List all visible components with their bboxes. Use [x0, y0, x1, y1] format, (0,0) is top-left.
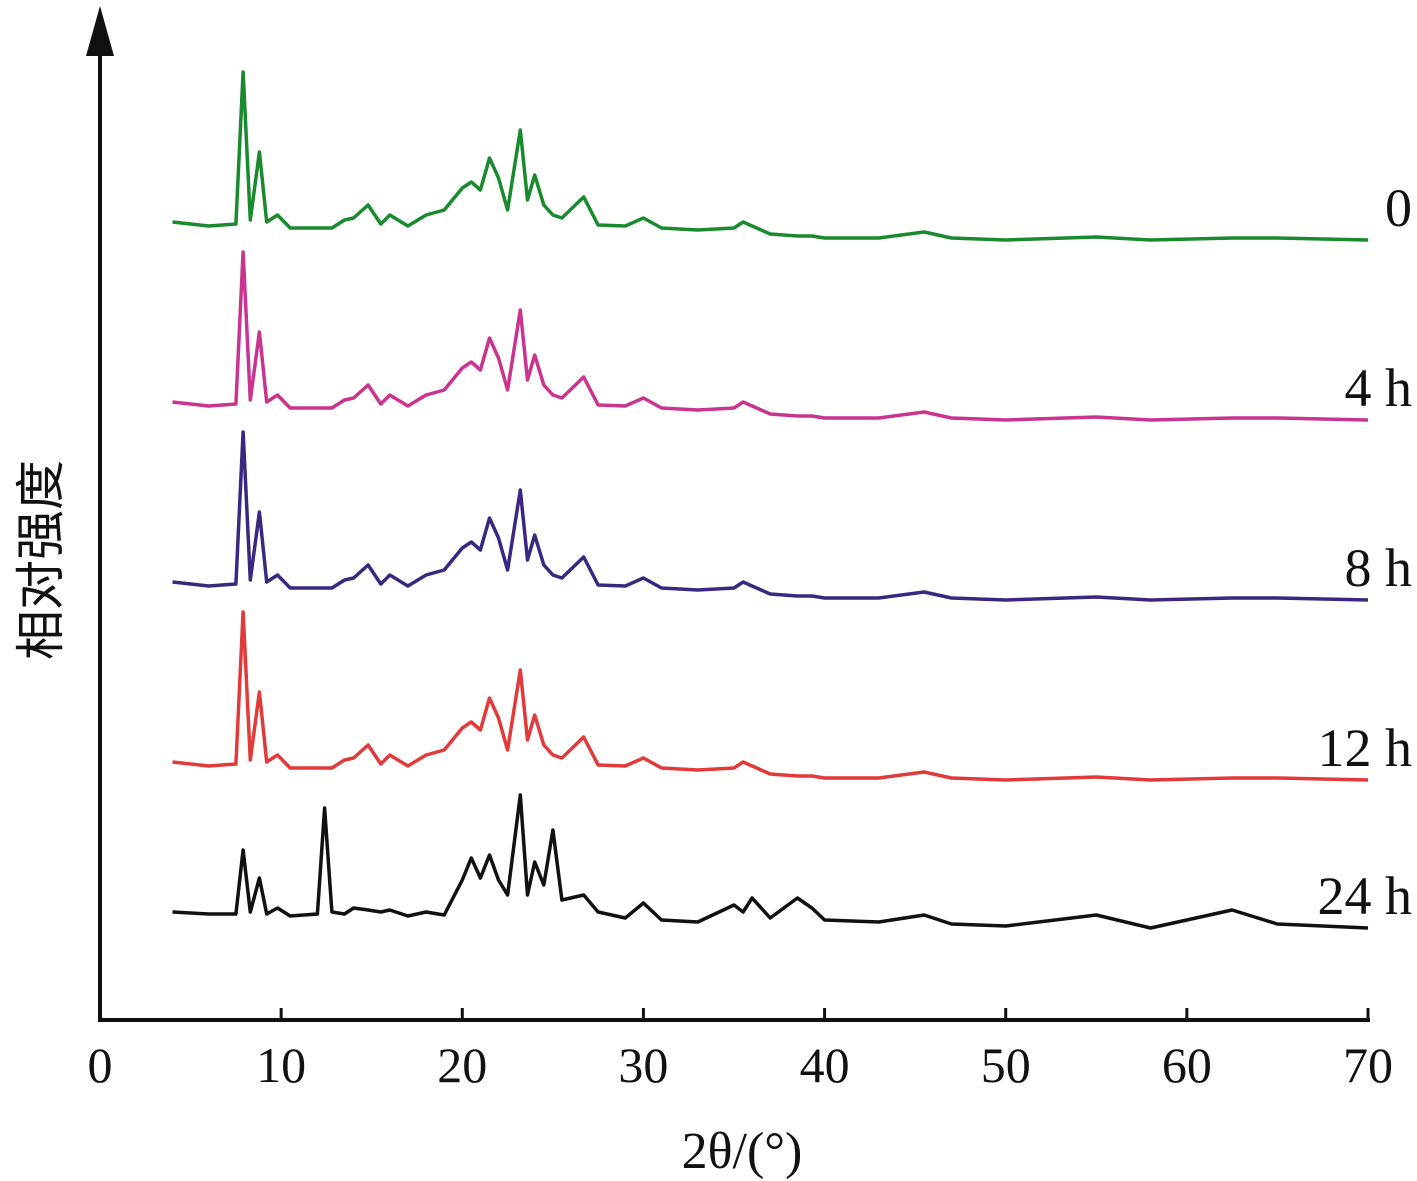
x-tick-label: 70 — [1343, 1037, 1393, 1093]
x-tick-label: 40 — [800, 1037, 850, 1093]
x-tick-label: 60 — [1162, 1037, 1212, 1093]
x-tick-label: 50 — [981, 1037, 1031, 1093]
series-line — [172, 70, 1369, 242]
x-tick-label: 30 — [618, 1037, 668, 1093]
series-label: 24 h — [1318, 866, 1413, 926]
series-line — [172, 250, 1369, 422]
x-axis-title: 2θ/(°) — [682, 1123, 803, 1180]
series-line — [172, 430, 1369, 602]
series-label: 8 h — [1345, 538, 1413, 598]
y-axis-title: 相对强度 — [13, 460, 69, 660]
series-label: 4 h — [1345, 358, 1413, 418]
series-label: 12 h — [1318, 718, 1413, 778]
x-tick-label: 10 — [256, 1037, 306, 1093]
series-label: 0 — [1385, 178, 1412, 238]
series-line — [172, 793, 1369, 930]
x-tick-label: 0 — [88, 1037, 113, 1093]
x-tick-label: 20 — [437, 1037, 487, 1093]
series-line — [172, 610, 1369, 782]
y-axis-arrow — [86, 6, 114, 56]
